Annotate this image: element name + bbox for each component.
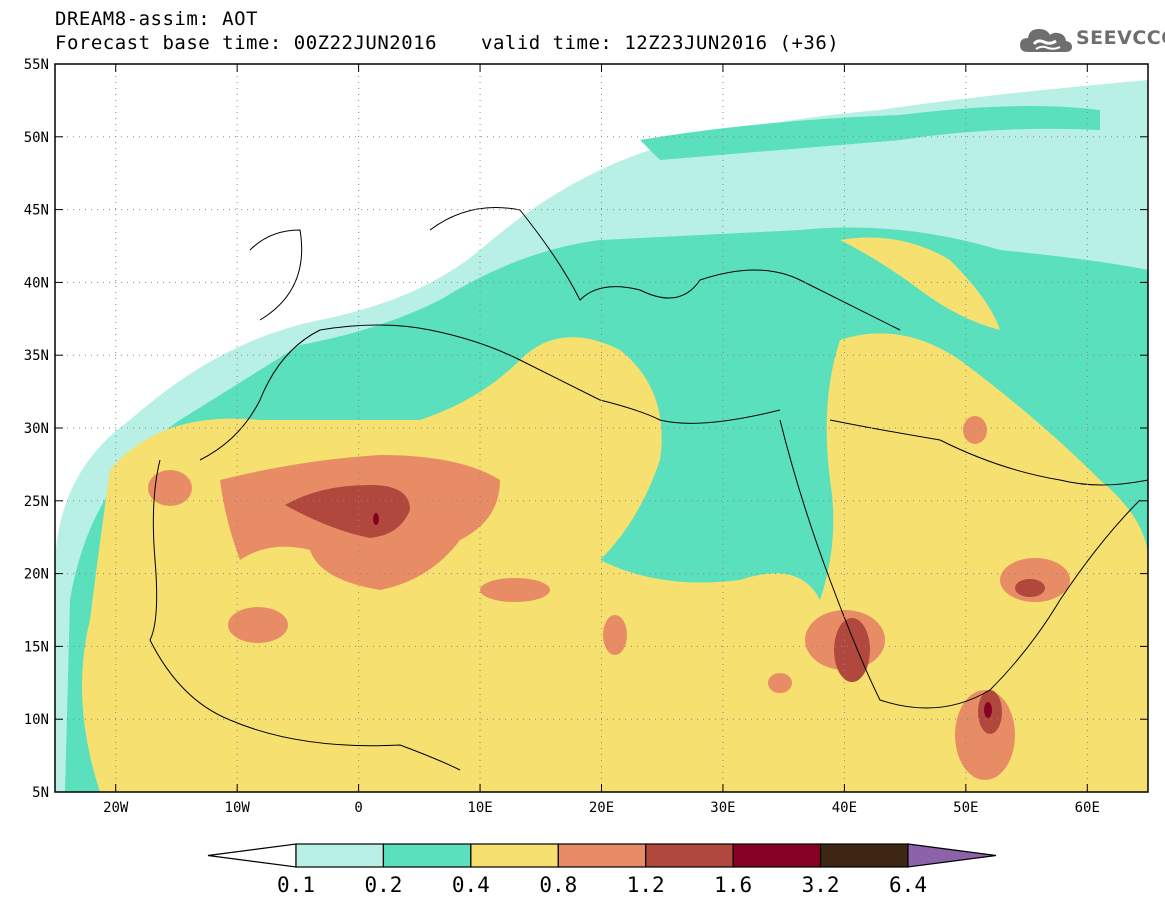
lon-tick-label: 10E [467, 800, 492, 816]
lon-tick-label: 40E [832, 800, 857, 816]
lat-tick-label: 15N [24, 639, 49, 655]
lon-tick-label: 30E [710, 800, 735, 816]
lat-tick-label: 5N [32, 785, 49, 801]
lat-tick-label: 50N [24, 130, 49, 146]
colorbar-swatch [470, 843, 559, 868]
colorbar-label: 0.2 [364, 873, 402, 897]
colorbar-swatch [382, 843, 472, 868]
lat-tick-label: 55N [24, 57, 49, 73]
lat-tick-label: 25N [24, 494, 49, 510]
gridlines [55, 64, 1148, 792]
aot-band-1.6 [373, 513, 992, 718]
colorbar-label: 0.8 [539, 873, 577, 897]
colorbar-swatch [645, 843, 734, 868]
colorbar-label: 0.4 [452, 873, 490, 897]
logo-text: SEEVCCC [1076, 27, 1165, 49]
colorbar-swatch [557, 843, 647, 868]
lon-tick-label: 10W [225, 800, 251, 816]
colorbar-label: 6.4 [889, 873, 927, 897]
colorbar-high-arrow [907, 843, 997, 868]
colorbar-swatch [819, 843, 909, 868]
lat-tick-label: 10N [24, 712, 49, 728]
colorbar-swatch [732, 843, 822, 868]
colorbar-label: 3.2 [802, 873, 840, 897]
lat-tick-label: 20N [24, 567, 49, 583]
lat-tick-label: 45N [24, 203, 49, 219]
valid-time: valid time: 12Z23JUN2016 (+36) [481, 32, 840, 54]
aot-band-1.2 [285, 485, 1045, 734]
aot-band-0.4 [82, 237, 1148, 792]
lon-tick-label: 20E [589, 800, 614, 816]
lon-tick-label: 20W [103, 800, 129, 816]
lat-tick-label: 30N [24, 421, 49, 437]
colorbar-label: 0.1 [277, 873, 315, 897]
colorbar-swatch [295, 843, 385, 868]
map-title: DREAM8-assim: AOT [55, 8, 258, 30]
lon-tick-label: 60E [1075, 800, 1100, 816]
colorbar-label: 1.2 [627, 873, 665, 897]
map-subtitle: Forecast base time: 00Z22JUN2016 valid ti… [55, 32, 839, 54]
coastlines [149, 207, 1148, 771]
seevccc-logo: SEEVCCC [1018, 22, 1165, 58]
colorbar-label: 1.6 [714, 873, 752, 897]
forecast-base-time: Forecast base time: 00Z22JUN2016 [55, 32, 438, 54]
lat-tick-label: 40N [24, 275, 49, 291]
axis-ticks: 55N 50N 45N 40N 35N 30N 25N 20N 15N 10N 5N 20W 10W 0 1… [24, 57, 1148, 816]
colorbar: 0.1 0.2 0.4 0.8 1.2 1.6 3.2 6.4 [207, 843, 997, 897]
lon-tick-label: 50E [953, 800, 978, 816]
lat-tick-label: 35N [24, 348, 49, 364]
lon-tick-label: 0 [354, 800, 362, 816]
cloud-logo-icon [1020, 29, 1072, 52]
colorbar-low-arrow [207, 843, 297, 868]
